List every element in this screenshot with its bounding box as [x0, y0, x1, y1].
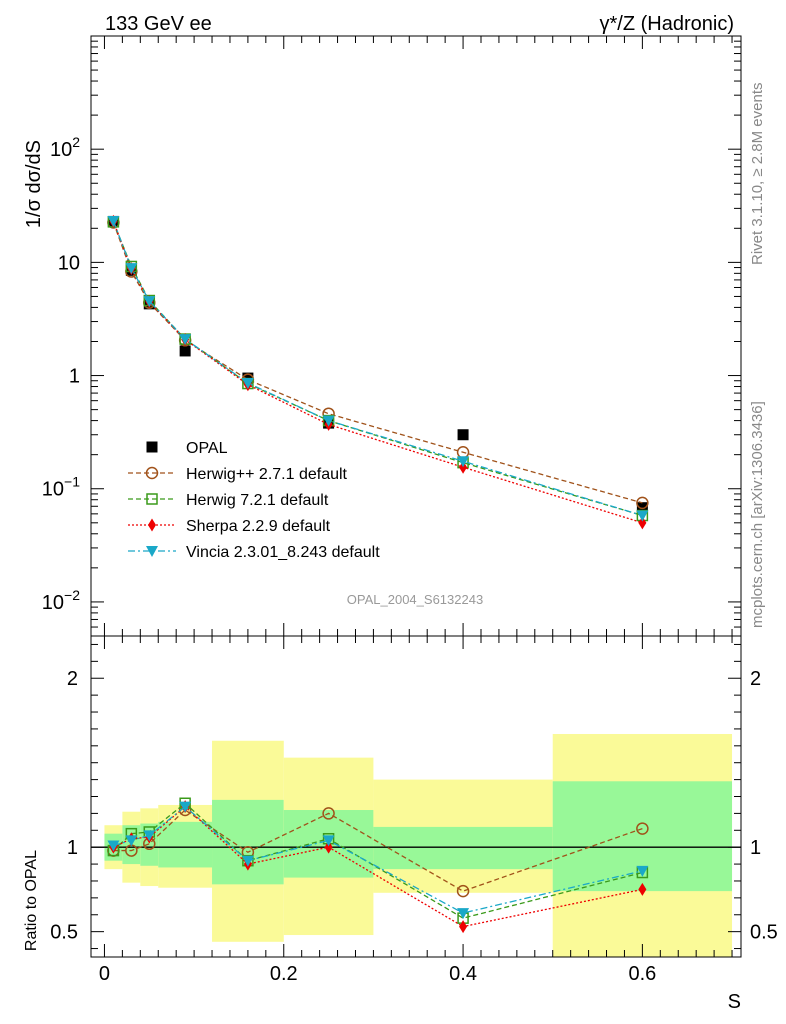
- ratio-x-tick-label: 0.2: [270, 963, 298, 985]
- ratio-data-point: [638, 882, 647, 896]
- ratio-data-point: [322, 807, 335, 820]
- ratio-data-point: [457, 908, 470, 920]
- main-data-point: [322, 415, 335, 427]
- ratio-data-point: [125, 835, 138, 847]
- legend-marker: [146, 493, 158, 505]
- main-data-point: [125, 263, 138, 275]
- ratio-data-point: [143, 830, 156, 842]
- legend-marker: [146, 441, 158, 453]
- ratio-y-tick-label: 2: [67, 668, 78, 690]
- main-data-point: [636, 496, 649, 510]
- ratio-y-axis-label: Ratio to OPAL: [23, 850, 40, 951]
- main-data-point: [179, 334, 192, 346]
- legend-label: Herwig++ 2.7.1 default: [186, 466, 348, 483]
- main-y-tick-label: 10: [58, 252, 80, 274]
- ratio-y-tick-label: 0.5: [50, 922, 78, 944]
- x-axis-label: S: [728, 991, 741, 1013]
- main-y-axis-label: 1/σ dσ/dS: [23, 140, 45, 228]
- ratio-series-3: [107, 801, 649, 920]
- main-data-point: [143, 296, 156, 308]
- ratio-panel-frame: 0.5 0.5 1 1 2 2 0 0.2 0.4 0.6: [50, 635, 778, 985]
- main-series-1: [107, 216, 649, 510]
- main-panel-series: [107, 214, 649, 530]
- ratio-y-tick-label-right: 2: [750, 668, 761, 690]
- main-data-point: [179, 345, 191, 357]
- ratio-y-tick-label-right: 1: [750, 837, 761, 859]
- ratio-x-tick-label: 0.6: [628, 963, 656, 985]
- main-data-point: [457, 456, 470, 468]
- rivet-version-label: Rivet 3.1.10, ≥ 2.8M events: [749, 83, 766, 266]
- main-series-4: [107, 216, 649, 522]
- main-series-line: [112, 220, 643, 517]
- header-right: γ*/Z (Hadronic): [600, 13, 734, 35]
- main-data-point: [638, 516, 647, 530]
- ratio-x-tick-label: 0.4: [449, 963, 477, 985]
- ratio-data-point: [107, 840, 120, 852]
- ratio-data-point: [241, 855, 254, 867]
- legend-label: Herwig 7.2.1 default: [186, 492, 329, 509]
- ratio-band-inner: [373, 826, 553, 870]
- main-series-line: [112, 221, 643, 517]
- main-y-tick-label: 1: [69, 366, 80, 388]
- legend-marker: [148, 518, 156, 532]
- ratio-data-point: [322, 835, 335, 847]
- main-series-line: [112, 222, 643, 504]
- ratio-x-tick-label: 0: [99, 963, 110, 985]
- legend-label: Sherpa 2.2.9 default: [186, 518, 331, 535]
- main-series-line: [112, 221, 643, 524]
- main-data-point: [457, 429, 469, 441]
- legend-marker: [146, 546, 158, 557]
- main-data-point: [107, 216, 120, 228]
- ratio-series-line: [112, 802, 643, 919]
- ratio-panel-series: [107, 797, 649, 934]
- ratio-data-point: [636, 822, 649, 835]
- ratio-y-tick-label-right: 0.5: [750, 922, 778, 944]
- ratio-band-inner: [158, 821, 213, 868]
- main-y-tick-label: 10−1: [42, 474, 80, 501]
- ratio-y-tick-label: 1: [67, 837, 78, 859]
- legend: OPAL Herwig++ 2.7.1 default Herwig 7.2.1 d…: [128, 440, 380, 561]
- ratio-band-inner: [212, 799, 284, 885]
- legend-label: Vincia 2.3.01_8.243 default: [186, 544, 380, 561]
- main-data-point: [241, 377, 254, 389]
- ratio-data-point: [636, 865, 649, 877]
- ratio-data-point: [179, 801, 192, 813]
- header-left: 133 GeV ee: [105, 13, 212, 35]
- ratio-data-point: [456, 884, 470, 898]
- ratio-data-point: [459, 920, 468, 934]
- main-data-point: [636, 510, 649, 522]
- mcplots-label: mcplots.cern.ch [arXiv:1306.3436]: [749, 401, 766, 628]
- main-y-tick-label: 102: [50, 134, 80, 161]
- ratio-uncertainty-bands: [104, 733, 733, 957]
- legend-label: OPAL: [186, 440, 228, 457]
- analysis-tag: OPAL_2004_S6132243: [347, 592, 483, 607]
- legend-marker: [145, 466, 159, 480]
- ratio-data-point: [324, 840, 333, 854]
- main-y-tick-label: 10−2: [42, 587, 80, 614]
